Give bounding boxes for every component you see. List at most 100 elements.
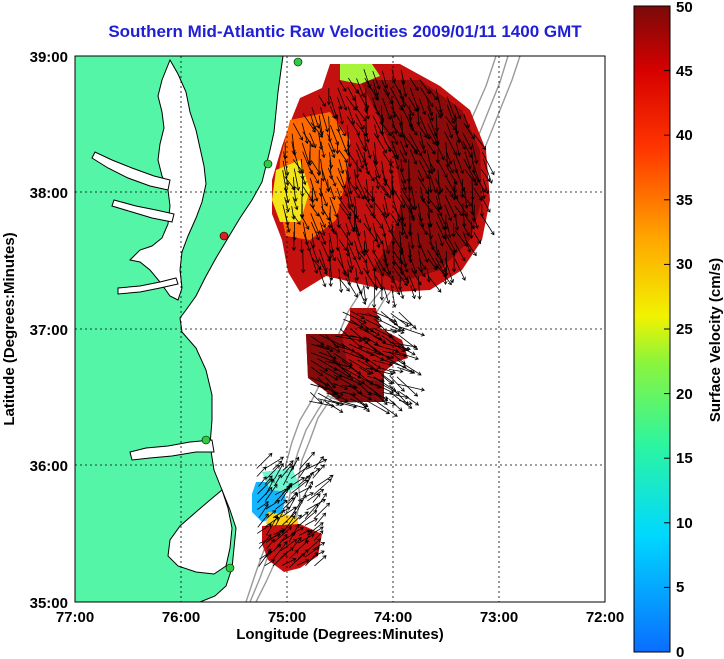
velocity-arrow [363,230,369,254]
velocity-arrow [355,258,363,276]
velocity-arrow [365,104,370,120]
velocity-arrow [299,204,305,220]
velocity-arrow [283,142,288,160]
velocity-arrow [375,352,395,360]
velocity-arrow [427,213,433,228]
station-marker [263,159,273,169]
colorbar-tick-label: 25 [676,321,693,338]
velocity-arrow [351,376,366,385]
velocity-arrow [338,149,348,163]
velocity-arrow [399,140,408,156]
velocity-arrow [428,133,436,145]
velocity-arrow [324,376,336,389]
velocity-arrow [471,142,479,165]
velocity-arrow [417,275,422,300]
velocity-arrow [411,186,418,211]
velocity-arrow [446,123,454,139]
velocity-arrow [373,399,398,417]
velocity-arrow [359,366,372,375]
velocity-arrow [372,223,381,249]
velocity-arrow [264,475,273,485]
velocity-arrow [382,98,392,120]
velocity-arrow [435,221,446,239]
velocity-arrow [389,399,403,412]
velocity-arrow [298,475,311,486]
velocity-arrow [393,267,408,287]
velocity-arrow [309,251,319,274]
velocity-arrow [383,287,391,305]
velocity-arrow [328,143,336,159]
velocity-arrow [310,241,320,264]
velocity-arrow [462,194,473,207]
velocity-arrow [320,106,330,133]
y-tick-label: 38:00 [30,185,68,202]
velocity-arrow [446,222,452,239]
velocity-arrow [356,149,365,169]
velocity-arrow [304,480,313,495]
velocity-arrow [398,326,426,337]
velocity-arrow [453,149,464,174]
velocity-arrow [372,70,381,90]
velocity-arrow [454,205,463,217]
velocity-arrow [418,241,429,263]
velocity-arrow [284,176,296,191]
velocity-arrow [291,456,300,472]
velocity-arrow [257,478,273,495]
velocity-arrow [307,488,325,502]
velocity-arrow [304,518,318,526]
velocity-arrow [332,382,349,391]
colorbar-tick-label: 10 [676,515,693,532]
velocity-arrow [298,510,318,526]
velocity-arrow [426,268,431,283]
y-axis-label: Latitude (Degrees:Minutes) [1,232,18,425]
velocity-arrow [381,123,392,137]
velocity-arrow [301,122,309,145]
velocity-arrow [258,534,272,549]
velocity-arrow [347,151,362,173]
velocity-arrow [332,359,352,377]
y-tick-label: 37:00 [30,322,68,339]
velocity-arrow [357,344,378,353]
plot-frame [74,55,606,603]
velocity-arrow [363,195,373,209]
velocity-arrow [445,151,453,165]
velocity-arrow [356,284,367,305]
velocity-arrow [316,344,331,350]
velocity-arrow [274,473,282,486]
velocity-arrow [257,513,269,528]
colorbar-tick-label: 35 [676,192,693,209]
velocity-arrow [274,509,285,527]
velocity-arrow [391,275,401,296]
velocity-arrow [338,159,345,175]
velocity-arrow [480,214,495,236]
velocity-arrow [365,167,375,182]
velocity-arrow [391,140,399,159]
velocity-arrow [335,232,340,252]
velocity-arrow [272,460,283,470]
station-marker [293,57,303,67]
velocity-arrow [426,142,436,155]
velocity-arrow [307,151,312,165]
velocity-arrow [354,268,360,282]
velocity-arrow [337,276,350,292]
velocity-arrow [391,132,399,146]
land-mass [75,56,284,602]
velocity-arrow [327,133,336,154]
velocity-arrow [318,268,327,288]
pamlico-sound [167,489,233,575]
colorbar-tick-label: 45 [676,63,693,80]
velocity-arrow [372,285,377,309]
velocity-arrow [318,123,324,138]
velocity-arrow [326,87,331,106]
velocity-arrow [365,142,372,160]
velocity-arrow [398,334,419,350]
velocity-arrow [314,502,331,519]
velocity-arrow [427,105,434,122]
velocity-arrow [399,286,405,300]
x-tick-label: 76:00 [162,609,200,626]
velocity-arrow [265,483,278,501]
velocity-arrow [289,552,306,568]
velocity-arrow [335,141,340,155]
velocity-arrow [266,538,275,550]
velocity-arrow [311,366,324,377]
